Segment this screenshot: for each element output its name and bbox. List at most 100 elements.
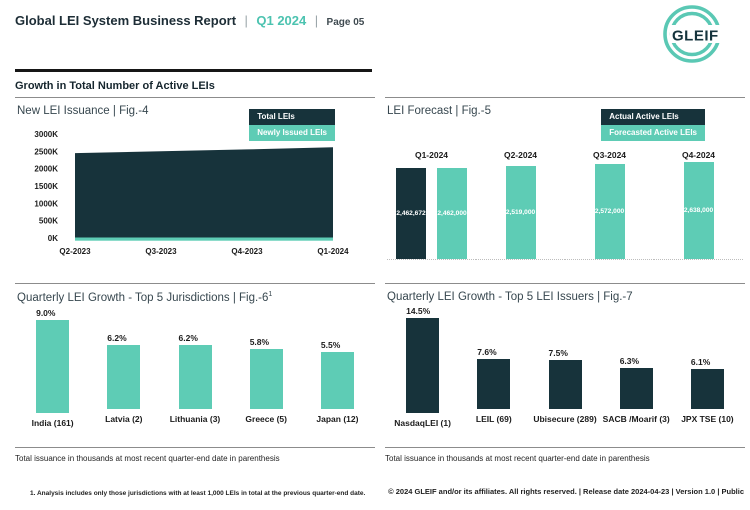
bar-item: 6.2% Lithuania (3) [159, 309, 230, 428]
fig5-group: Q1-2024 2,462,672 2,462,000 [387, 150, 476, 260]
bar-with-label: 7.6% [477, 347, 511, 409]
bar-value-label: 5.5% [320, 340, 341, 350]
fig6-footnote: Total issuance in thousands at most rece… [15, 447, 375, 463]
bar [36, 320, 70, 413]
copyright-line: © 2024 GLEIF and/or its affiliates. All … [388, 487, 744, 496]
bar-value-label: 14.5% [406, 306, 431, 316]
fig5-bar-value: 2,462,000 [437, 210, 467, 217]
bar [178, 345, 212, 409]
bar [249, 349, 283, 409]
gleif-logo-text: GLEIF [672, 28, 719, 45]
bar [107, 345, 141, 409]
separator: | [314, 13, 319, 28]
bar [690, 369, 724, 409]
gleif-logo: GLEIF [656, 2, 736, 66]
bar-item: 5.8% Greece (5) [231, 309, 302, 428]
fig5-bar-value: 2,638,000 [683, 207, 714, 214]
fig4-newly-issued-leis-strip [75, 237, 333, 241]
bar-category-label: SACB /Moarif (3) [602, 414, 670, 424]
fig6-title-footnote-marker: 1 [268, 291, 273, 298]
fig4-title: New LEI Issuance | Fig.-4 [17, 105, 149, 117]
legend-total-leis: Total LEIs [249, 109, 335, 125]
fig5-bar-forecast: 2,572,000 [594, 164, 625, 259]
bar-with-label: 6.1% [690, 357, 724, 409]
fig4-legend: Total LEIs Newly Issued LEIs [249, 109, 335, 141]
bar-with-label: 6.2% [107, 333, 141, 409]
separator: | [244, 13, 248, 28]
fig5-bar-actual: 2,462,672 [396, 168, 426, 259]
panel-top5-jurisdictions: Quarterly LEI Growth - Top 5 Jurisdictio… [15, 283, 375, 447]
fig5-bar-value: 2,462,672 [396, 210, 426, 217]
bar [406, 318, 440, 413]
bar-value-label: 6.3% [619, 356, 640, 366]
fig4-ytick: 0K [48, 234, 58, 243]
fig5-bar-forecast: 2,519,000 [505, 166, 536, 259]
bar-value-label: 6.2% [107, 333, 127, 343]
fig4-xtick: Q1-2024 [317, 247, 349, 256]
bar-with-label: 7.5% [548, 348, 582, 409]
bar [320, 352, 354, 409]
bar-value-label: 7.6% [477, 347, 497, 357]
bar-category-label: Lithuania (3) [169, 414, 221, 424]
fig4-ytick: 3000K [34, 130, 58, 139]
report-header: Global LEI System Business Report | Q1 2… [15, 12, 364, 30]
bar-value-label: 6.2% [178, 333, 198, 343]
bar-category-label: Greece (5) [245, 414, 287, 424]
section-title: Growth in Total Number of Active LEIs [15, 80, 215, 92]
fig5-quarter-label: Q3-2024 [592, 150, 627, 160]
bar-category-label: India (161) [31, 418, 74, 428]
bar-value-label: 9.0% [36, 308, 56, 318]
fig5-quarter-label: Q2-2024 [503, 150, 538, 160]
fig5-bar-forecast: 2,638,000 [683, 162, 714, 259]
fig5-bars: 2,462,672 2,462,000 [387, 163, 476, 260]
fig4-ytick: 1000K [34, 199, 58, 208]
fig7-bar-chart: 14.5% NasdaqLEI (1) 7.6% LEIL (69) 7.5% Ubise… [387, 306, 743, 428]
fig5-quarter-label: Q4-2024 [681, 150, 716, 160]
fig4-xtick: Q3-2023 [145, 247, 177, 256]
fig5-bars: 2,572,000 [565, 163, 654, 260]
fig6-bar-chart: 9.0% India (161) 6.2% Latvia (2) 6.2% Lithuan… [17, 308, 373, 428]
fig4-ytick: 500K [39, 217, 58, 226]
fig5-bar-value: 2,572,000 [594, 208, 625, 215]
bar-value-label: 5.8% [249, 337, 270, 347]
legend-newly-issued-leis: Newly Issued LEIs [249, 125, 335, 141]
fig5-quarter-label: Q1-2024 [414, 150, 449, 160]
fig7-title: Quarterly LEI Growth - Top 5 LEI Issuers… [387, 291, 633, 303]
bar-with-label: 9.0% [36, 308, 70, 413]
bar-category-label: Latvia (2) [105, 414, 143, 424]
bar [619, 368, 653, 409]
fig5-group: Q2-2024 2,519,000 [476, 150, 565, 260]
bar-category-label: NasdaqLEI (1) [394, 418, 451, 428]
panel-new-lei-issuance: New LEI Issuance | Fig.-4 Total LEIs New… [15, 97, 375, 283]
fig5-bar-chart: Q1-2024 2,462,672 2,462,000 Q2-2024 2,519,00… [387, 150, 743, 260]
fig4-xtick: Q4-2023 [231, 247, 263, 256]
bar-item: 7.6% LEIL (69) [458, 309, 529, 428]
bar-with-label: 6.2% [178, 333, 212, 409]
analysis-footnote: 1. Analysis includes only those jurisdic… [30, 490, 366, 497]
bar-item: 14.5% NasdaqLEI (1) [387, 306, 458, 428]
bar-category-label: JPX TSE (10) [681, 414, 734, 424]
bar-item: 7.5% Ubisecure (289) [529, 309, 600, 428]
fig5-bar-forecast: 2,462,000 [437, 168, 467, 259]
bar-item: 6.1% JPX TSE (10) [672, 309, 743, 428]
report-period: Q1 2024 [256, 13, 307, 28]
fig5-bar-value: 2,519,000 [505, 209, 536, 216]
bar-category-label: Japan (12) [316, 414, 359, 424]
bar-with-label: 5.5% [320, 340, 354, 409]
fig5-group: Q4-2024 2,638,000 [654, 150, 743, 260]
fig5-group: Q3-2024 2,572,000 [565, 150, 654, 260]
bar-item: 9.0% India (161) [17, 308, 88, 428]
fig6-title: Quarterly LEI Growth - Top 5 Jurisdictio… [17, 291, 375, 304]
header-rule [15, 69, 372, 72]
fig7-footnote: Total issuance in thousands at most rece… [385, 447, 745, 463]
legend-actual-active-leis: Actual Active LEIs [601, 109, 705, 125]
fig4-ytick: 2000K [34, 165, 58, 174]
fig6-title-text: Quarterly LEI Growth - Top 5 Jurisdictio… [17, 291, 269, 304]
fig4-ytick: 2500K [34, 147, 58, 156]
bar-item: 6.2% Latvia (2) [88, 309, 159, 428]
fig5-title: LEI Forecast | Fig.-5 [387, 105, 491, 117]
bar-category-label: Ubisecure (289) [533, 414, 597, 424]
bar-value-label: 7.5% [548, 348, 568, 358]
